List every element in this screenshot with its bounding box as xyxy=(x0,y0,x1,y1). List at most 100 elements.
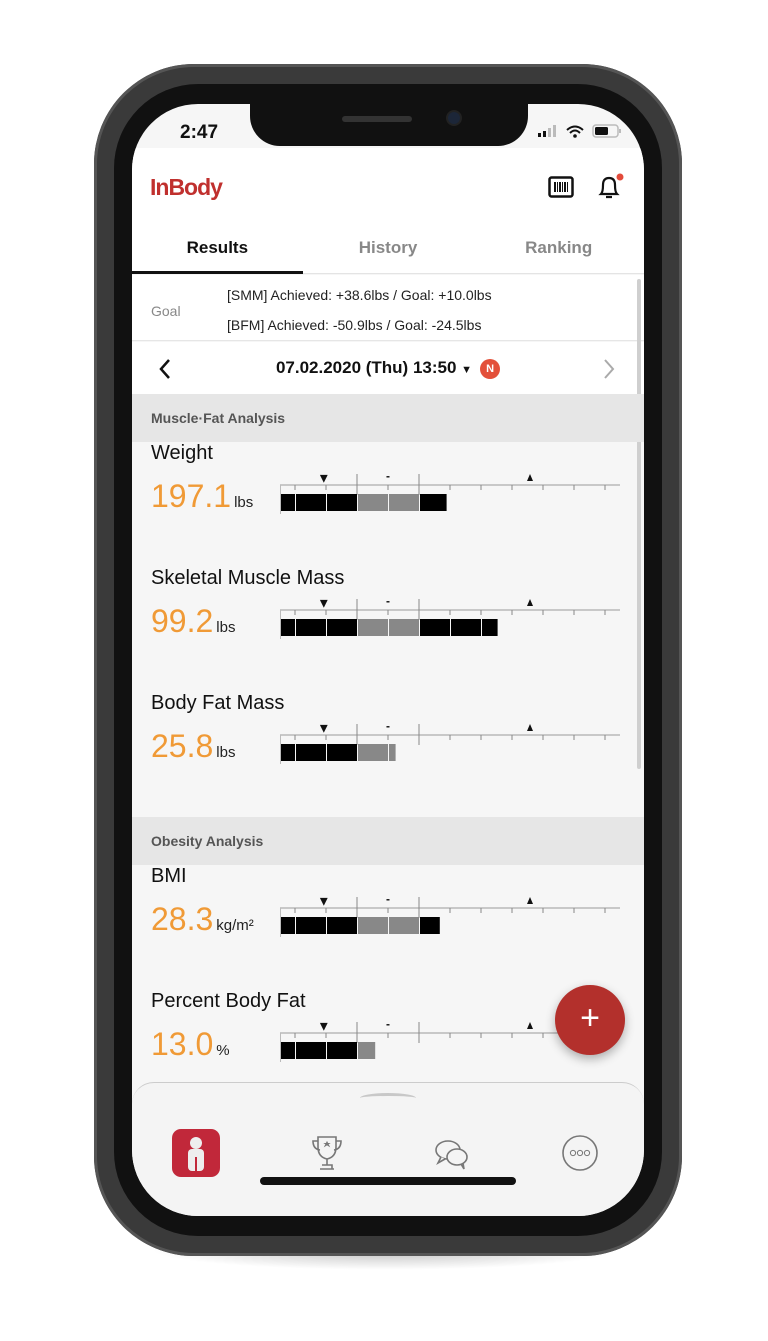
bar-segment xyxy=(389,619,419,636)
bar-segment xyxy=(327,619,357,636)
chat-icon[interactable] xyxy=(427,1129,475,1177)
upper-limit-marker xyxy=(527,724,533,731)
date-text: 07.02.2020 (Thu) 13:50 xyxy=(275,358,457,377)
section-header: Obesity Analysis xyxy=(132,817,644,865)
chevron-right-icon[interactable] xyxy=(602,358,616,380)
bar-segment xyxy=(327,1042,357,1059)
metric-value-wrap: 25.8 lbs xyxy=(151,728,235,765)
lower-limit-marker xyxy=(319,724,328,733)
bar-segment xyxy=(389,917,419,934)
battery-icon xyxy=(592,124,621,138)
range-bar-graph: - xyxy=(280,719,620,764)
bar-segment xyxy=(281,494,295,511)
inbody-logo: InBody xyxy=(150,174,223,200)
bar-segment xyxy=(451,619,481,636)
speaker xyxy=(342,116,412,122)
range-bar-graph: - xyxy=(280,892,620,937)
scrollbar[interactable] xyxy=(637,279,641,769)
tab-ranking[interactable]: Ranking xyxy=(525,238,593,257)
metric-value-wrap: 99.2 lbs xyxy=(151,603,235,640)
metric-name: Skeletal Muscle Mass xyxy=(151,567,345,589)
metric-row[interactable]: Body Fat Mass 25.8 lbs - xyxy=(132,692,644,817)
bar-segment xyxy=(281,1042,295,1059)
metric-unit: % xyxy=(216,1042,230,1059)
metric-unit: kg/m² xyxy=(216,917,254,934)
trophy-icon[interactable] xyxy=(303,1129,351,1177)
metric-row[interactable]: Percent Body Fat 13.0% - xyxy=(132,990,644,1115)
bottom-drawer xyxy=(132,1082,644,1216)
metric-value: 28.3 xyxy=(151,901,214,937)
lower-limit-marker xyxy=(319,599,328,608)
metric-row[interactable]: Skeletal Muscle Mass 99.2 lbs - xyxy=(132,567,644,692)
goal-smm: [SMM] Achieved: +38.6lbs / Goal: +10.0lb… xyxy=(227,287,492,303)
add-fab-button[interactable]: + xyxy=(555,985,625,1055)
bar-segment xyxy=(281,744,295,761)
upper-limit-marker xyxy=(527,1022,533,1029)
goal-label: Goal xyxy=(151,303,181,319)
metric-row[interactable]: Weight 197.1 lbs - xyxy=(132,442,644,567)
bar-segment xyxy=(296,494,326,511)
more-icon[interactable] xyxy=(556,1129,604,1177)
date-selector[interactable]: 07.02.2020 (Thu) 13:50 ▼ N xyxy=(132,358,644,379)
metric-value-wrap: 197.1 lbs xyxy=(151,478,253,515)
range-bar-graph: - xyxy=(280,1017,620,1062)
new-badge: N xyxy=(480,359,501,379)
bar-segment xyxy=(358,619,388,636)
bar-segment xyxy=(281,619,295,636)
metric-unit: lbs xyxy=(216,619,236,636)
chevron-left-icon[interactable] xyxy=(158,358,172,380)
bar-segment xyxy=(389,744,396,761)
section-header: Muscle·Fat Analysis xyxy=(132,394,644,442)
barcode-icon[interactable] xyxy=(548,176,574,198)
range-bar-graph: - xyxy=(280,469,620,514)
bell-icon[interactable] xyxy=(596,172,624,202)
bar-segment xyxy=(420,619,450,636)
bar-segment xyxy=(420,917,440,934)
metric-value-wrap: 13.0% xyxy=(151,1026,230,1063)
camera xyxy=(448,112,460,124)
home-indicator xyxy=(260,1177,516,1185)
bar-segment xyxy=(296,619,326,636)
metric-value-wrap: 28.3 kg/m² xyxy=(151,901,254,938)
bar-segment xyxy=(358,1042,376,1059)
range-bar-graph: - xyxy=(280,594,620,639)
goal-panel: Goal [SMM] Achieved: +38.6lbs / Goal: +1… xyxy=(132,275,644,341)
bar-segment xyxy=(327,494,357,511)
lower-limit-marker xyxy=(319,474,328,483)
status-icons xyxy=(538,124,622,138)
bar-segment xyxy=(482,619,498,636)
metric-value: 25.8 xyxy=(151,728,214,764)
normal-range-dash: - xyxy=(386,1017,390,1031)
metric-name: Weight xyxy=(151,442,213,464)
bar-segment xyxy=(327,744,357,761)
metric-value: 99.2 xyxy=(151,603,214,639)
tab-results[interactable]: Results xyxy=(132,224,303,274)
bar-segment xyxy=(389,494,419,511)
phone-screen: InBody 2:47 Results History Ranking Goal… xyxy=(132,104,644,1216)
lower-limit-marker xyxy=(319,897,328,906)
upper-limit-marker xyxy=(527,599,533,606)
tab-bar: Results History Ranking xyxy=(132,224,644,274)
metric-value: 13.0 xyxy=(151,1026,214,1062)
caret-down-icon: ▼ xyxy=(461,364,473,376)
metric-name: Percent Body Fat xyxy=(151,990,306,1012)
normal-range-dash: - xyxy=(386,594,390,608)
drawer-handle[interactable] xyxy=(360,1093,416,1103)
normal-range-dash: - xyxy=(386,469,390,483)
notification-dot xyxy=(616,173,624,181)
app-header: InBody xyxy=(132,148,644,224)
status-time: 2:47 xyxy=(180,122,219,143)
bar-segment xyxy=(281,917,295,934)
lower-limit-marker xyxy=(319,1022,328,1031)
bar-segment xyxy=(296,744,326,761)
normal-range-dash: - xyxy=(386,719,390,733)
tab-history[interactable]: History xyxy=(358,238,418,257)
bar-segment xyxy=(358,494,388,511)
metric-name: BMI xyxy=(151,865,187,887)
normal-range-dash: - xyxy=(386,892,390,906)
inbody-results-icon[interactable] xyxy=(172,1129,220,1177)
metric-row[interactable]: BMI 28.3 kg/m² - xyxy=(132,865,644,990)
metric-unit: lbs xyxy=(216,744,236,761)
bar-segment xyxy=(296,917,326,934)
bar-segment xyxy=(358,917,388,934)
